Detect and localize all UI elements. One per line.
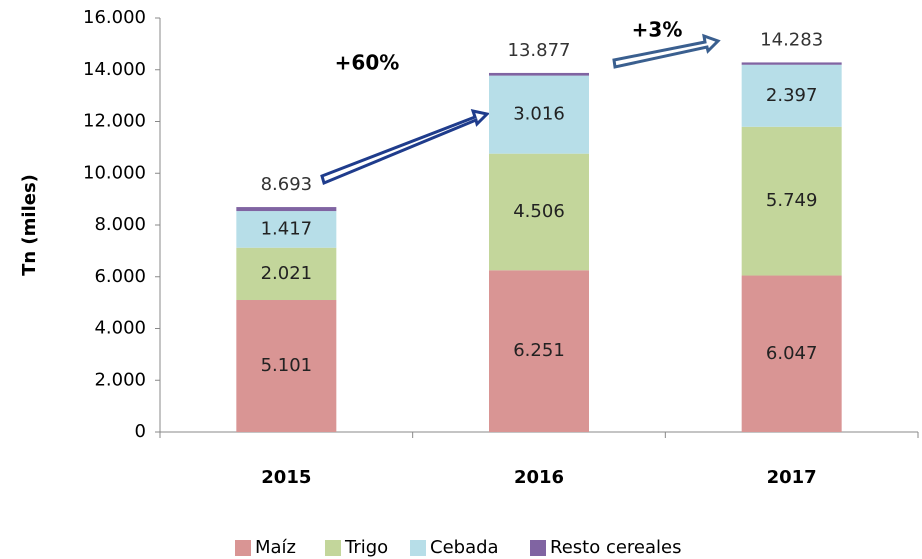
legend-label: Cebada bbox=[430, 537, 499, 558]
bar-segment bbox=[741, 64, 842, 127]
arrow bbox=[612, 33, 721, 69]
annotation: +60% bbox=[335, 51, 400, 75]
x-tick-label: 2015 bbox=[261, 467, 311, 488]
bar-segment bbox=[741, 126, 842, 276]
arrow bbox=[320, 108, 491, 186]
value-label: 2.397 bbox=[766, 85, 818, 106]
x-tick-label: 2017 bbox=[767, 467, 817, 488]
y-tick-label: 6.000 bbox=[94, 266, 146, 287]
bar-segment bbox=[741, 275, 842, 432]
y-axis-label: Tn (miles) bbox=[19, 174, 40, 276]
bar-segment bbox=[236, 300, 337, 432]
bar-segment bbox=[236, 247, 337, 301]
legend-swatch bbox=[325, 540, 341, 556]
legend-label: Trigo bbox=[344, 537, 388, 558]
y-tick-label: 4.000 bbox=[94, 318, 146, 339]
value-label: 2.021 bbox=[261, 263, 313, 284]
legend-swatch bbox=[235, 540, 251, 556]
x-tick-label: 2016 bbox=[514, 467, 564, 488]
y-tick-label: 0 bbox=[135, 421, 146, 442]
value-label: 1.417 bbox=[261, 218, 313, 239]
value-label: 5.749 bbox=[766, 190, 818, 211]
value-label: 6.047 bbox=[766, 343, 818, 364]
legend-swatch bbox=[410, 540, 426, 556]
bar-segment bbox=[489, 75, 589, 154]
total-label: 14.283 bbox=[760, 29, 823, 50]
bar-segment bbox=[236, 207, 337, 212]
value-label: 3.016 bbox=[513, 104, 565, 125]
y-tick-label: 16.000 bbox=[83, 7, 146, 28]
total-label: 8.693 bbox=[261, 174, 313, 195]
y-tick-label: 2.000 bbox=[94, 369, 146, 390]
value-label: 4.506 bbox=[513, 201, 565, 222]
bar-segment bbox=[489, 153, 589, 271]
bar-segment bbox=[741, 62, 842, 65]
bar-segment bbox=[489, 270, 589, 432]
y-tick-label: 14.000 bbox=[83, 59, 146, 80]
legend-swatch bbox=[530, 540, 546, 556]
y-tick-label: 10.000 bbox=[83, 162, 146, 183]
value-label: 5.101 bbox=[261, 355, 313, 376]
total-label: 13.877 bbox=[508, 40, 571, 61]
y-tick-label: 8.000 bbox=[94, 214, 146, 235]
legend-label: Maíz bbox=[255, 537, 296, 558]
bar-segment bbox=[236, 211, 337, 248]
y-tick-label: 12.000 bbox=[83, 111, 146, 132]
legend-label: Resto cereales bbox=[550, 537, 681, 558]
bar-segment bbox=[489, 72, 589, 76]
value-label: 6.251 bbox=[513, 340, 565, 361]
annotation: +3% bbox=[632, 18, 683, 42]
